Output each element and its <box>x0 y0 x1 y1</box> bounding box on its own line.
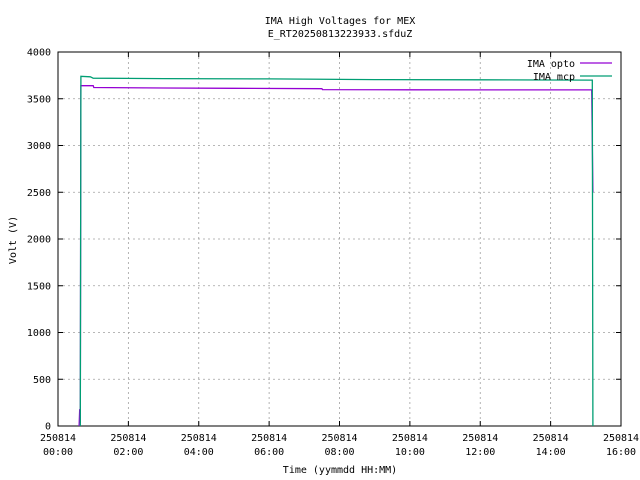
series-layer <box>78 75 594 427</box>
x-tick-label-time: 10:00 <box>395 447 425 458</box>
y-tick-label: 500 <box>33 375 51 386</box>
x-tick-label-time: 00:00 <box>43 447 73 458</box>
y-tick-label: 4000 <box>27 48 51 59</box>
series-line-ima-mcp <box>79 75 594 427</box>
chart-title: IMA High Voltages for MEX <box>265 16 416 27</box>
x-tick-label-date: 250814 <box>110 433 146 444</box>
x-tick-label-time: 16:00 <box>606 447 636 458</box>
y-tick-label: 1500 <box>27 281 51 292</box>
x-tick-label-date: 250814 <box>321 433 357 444</box>
x-tick-label-time: 04:00 <box>184 447 214 458</box>
y-tick-label: 3500 <box>27 94 51 105</box>
x-tick-label-date: 250814 <box>40 433 76 444</box>
x-tick-label-date: 250814 <box>462 433 498 444</box>
x-tick-label-date: 250814 <box>603 433 639 444</box>
chart-subtitle: E_RT20250813223933.sfduZ <box>268 29 413 40</box>
legend-label-mcp: IMA mcp <box>533 72 575 83</box>
y-tick-label: 0 <box>45 422 51 433</box>
y-tick-label: 2000 <box>27 235 51 246</box>
x-tick-label-date: 250814 <box>181 433 217 444</box>
x-tick-label-time: 12:00 <box>465 447 495 458</box>
y-tick-label: 3000 <box>27 141 51 152</box>
x-tick-label-date: 250814 <box>392 433 428 444</box>
y-axis-label: Volt (V) <box>8 216 19 264</box>
y-tick-label: 2500 <box>27 188 51 199</box>
y-tick-label: 1000 <box>27 328 51 339</box>
grid-lines <box>58 52 621 426</box>
legend-label-opto: IMA opto <box>527 59 575 70</box>
x-tick-label-time: 02:00 <box>113 447 143 458</box>
x-axis-label: Time (yymmdd HH:MM) <box>283 465 397 476</box>
x-tick-label-time: 06:00 <box>254 447 284 458</box>
x-tick-label-time: 08:00 <box>324 447 354 458</box>
x-axis: 25081400:0025081402:0025081404:002508140… <box>40 52 639 458</box>
x-tick-label-time: 14:00 <box>536 447 566 458</box>
x-tick-label-date: 250814 <box>533 433 569 444</box>
x-tick-label-date: 250814 <box>251 433 287 444</box>
y-axis: 0 500 1000 1500 2000 2500 3000 3500 4000 <box>27 48 621 433</box>
legend: IMA opto IMA mcp <box>527 59 612 83</box>
